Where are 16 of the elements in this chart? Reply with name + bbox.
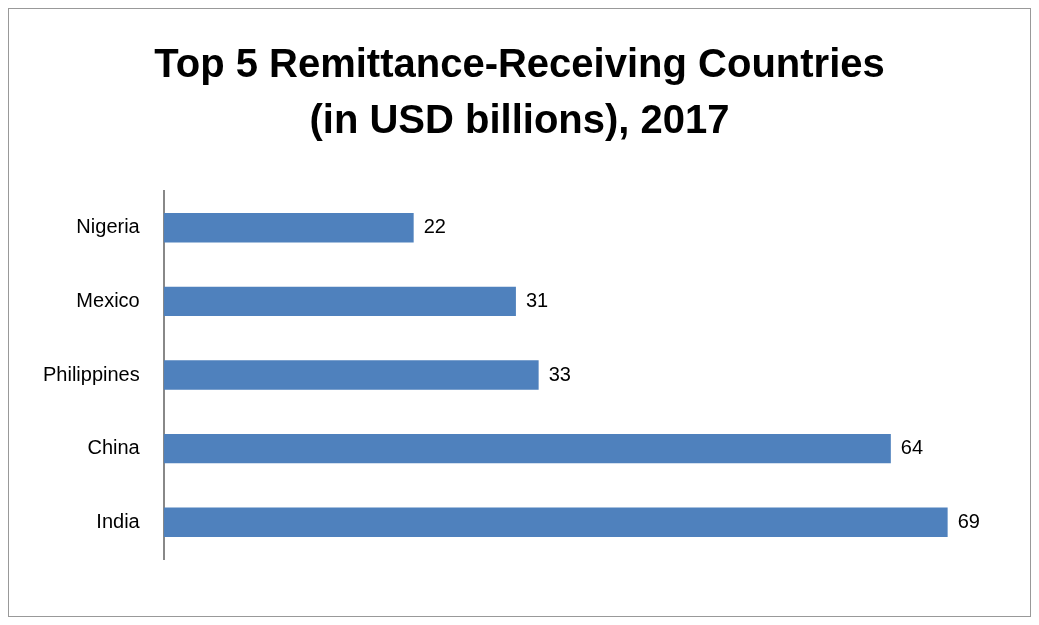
bar: [163, 433, 891, 464]
bar: [163, 360, 539, 390]
data-label: 33: [548, 362, 571, 385]
chart-title: Top 5 Remittance-Receiving Countries (in USD billions), 2017: [153, 40, 886, 143]
bar: [163, 213, 414, 243]
bar: [163, 286, 516, 317]
y-tick-label: India: [96, 509, 141, 532]
y-tick-label: Nigeria: [76, 215, 141, 238]
y-tick-label: China: [87, 436, 141, 459]
data-label: 31: [525, 288, 549, 311]
bar: [163, 507, 948, 537]
data-label: 22: [423, 215, 446, 238]
y-tick-label: Philippines: [42, 362, 140, 385]
data-label: 69: [957, 509, 980, 532]
data-label: 64: [900, 436, 924, 459]
y-tick-label: Mexico: [76, 288, 140, 311]
